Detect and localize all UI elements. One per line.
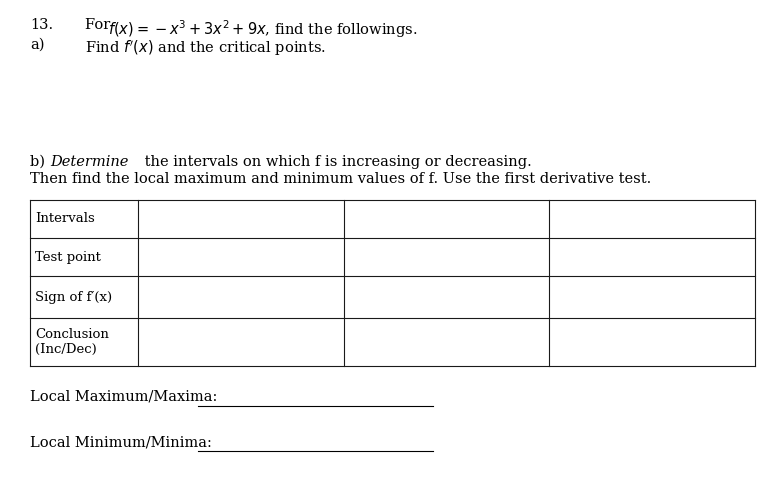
Text: a): a) [30, 38, 45, 52]
Text: $f(x) = -x^3 + 3x^2 + 9x$, find the followings.: $f(x) = -x^3 + 3x^2 + 9x$, find the foll… [108, 18, 418, 40]
Text: Then find the local maximum and minimum values of f. Use the first derivative te: Then find the local maximum and minimum … [30, 172, 652, 186]
Text: 13.: 13. [30, 18, 53, 32]
Text: the intervals on which f is increasing or decreasing.: the intervals on which f is increasing o… [140, 155, 532, 169]
Text: Sign of f′(x): Sign of f′(x) [35, 291, 112, 304]
Text: Test point: Test point [35, 251, 101, 264]
Text: For: For [85, 18, 115, 32]
Text: Conclusion
(Inc/Dec): Conclusion (Inc/Dec) [35, 328, 109, 356]
Text: Find $f'(x)$ and the critical points.: Find $f'(x)$ and the critical points. [85, 38, 326, 58]
Text: b): b) [30, 155, 49, 169]
Text: Local Maximum/Maxima:: Local Maximum/Maxima: [30, 390, 217, 404]
Text: Intervals: Intervals [35, 213, 95, 226]
Text: Local Minimum/Minima:: Local Minimum/Minima: [30, 435, 212, 449]
Text: Determine: Determine [50, 155, 129, 169]
